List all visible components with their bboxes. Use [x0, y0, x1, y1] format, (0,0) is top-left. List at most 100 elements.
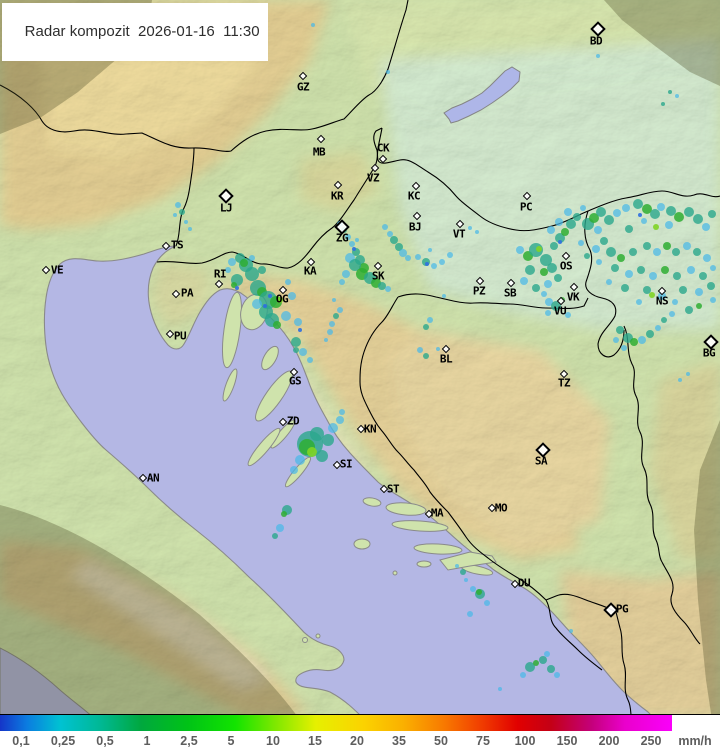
precip-echo — [545, 298, 553, 306]
precip-echo — [415, 254, 421, 260]
precip-echo — [525, 662, 535, 672]
precip-echo — [339, 409, 345, 415]
precip-echo — [231, 282, 237, 288]
precip-echo — [555, 233, 565, 243]
precip-echo — [547, 263, 557, 273]
precip-echo — [555, 218, 563, 226]
precip-echo — [569, 629, 573, 633]
precip-echo — [520, 277, 528, 285]
legend-label: 150 — [556, 734, 578, 748]
precip-echo — [316, 450, 328, 462]
precip-echo — [390, 236, 398, 244]
precip-echo — [617, 254, 625, 262]
precip-echo — [281, 511, 287, 517]
precip-echo — [268, 294, 272, 298]
precip-echo — [678, 378, 682, 382]
precip-echo — [666, 206, 676, 216]
precip-echo — [378, 282, 386, 290]
legend-label: 250 — [640, 734, 662, 748]
precip-echo — [629, 248, 637, 256]
precip-echo — [686, 372, 690, 376]
precip-echo — [561, 228, 569, 236]
precip-echo — [547, 665, 555, 673]
precip-echo — [665, 221, 673, 229]
precip-echo — [475, 230, 479, 234]
legend-label: 5 — [227, 734, 235, 748]
precip-echo — [525, 265, 535, 275]
precip-echo — [324, 338, 328, 342]
legend-labels: 0,1 0,25 0,5 1 2,5 5 10 15 20 35 50 75 100 150 200 250 m… — [0, 731, 720, 751]
precip-echo — [551, 301, 561, 311]
precip-echo — [295, 455, 305, 465]
precip-echo — [277, 297, 283, 303]
precip-echo — [541, 291, 547, 297]
precip-echo — [621, 345, 627, 351]
precip-echo — [439, 259, 445, 265]
precip-echo — [533, 660, 539, 666]
precip-echo — [669, 311, 675, 317]
legend-label: 0,25 — [50, 734, 76, 748]
legend-label: 15 — [308, 734, 322, 748]
precip-echo — [225, 267, 231, 273]
precip-echo — [646, 330, 654, 338]
precip-echo — [580, 205, 586, 211]
precip-echo — [470, 586, 476, 592]
precip-echo — [565, 312, 571, 318]
legend-bar-row — [0, 714, 720, 731]
precip-echo — [337, 307, 343, 313]
precip-echo — [322, 434, 334, 446]
precip-echo — [405, 255, 411, 261]
precip-echo — [298, 328, 302, 332]
echo-layer — [173, 23, 716, 691]
legend-gradient-bar — [0, 715, 672, 731]
precip-echo — [285, 279, 291, 285]
precip-echo — [637, 266, 645, 274]
lake-balaton — [443, 66, 521, 124]
precip-echo — [276, 524, 284, 532]
precip-echo — [650, 209, 660, 219]
page-title: Radar kompozit 2026-01-16 11:30 — [24, 23, 260, 40]
precip-echo — [558, 240, 562, 244]
legend-label: 35 — [392, 734, 406, 748]
precip-echo — [294, 318, 302, 326]
precip-echo — [657, 203, 665, 211]
precip-echo — [349, 241, 355, 247]
precip-echo — [240, 259, 248, 267]
precip-echo — [592, 245, 600, 253]
precip-echo — [566, 219, 576, 229]
precip-echo — [310, 427, 324, 441]
precip-echo — [342, 270, 350, 278]
precip-echo — [484, 600, 490, 606]
precip-echo — [273, 321, 281, 329]
precip-echo — [352, 247, 356, 251]
precip-echo — [539, 656, 547, 664]
precip-echo — [468, 226, 472, 230]
precip-echo — [332, 298, 336, 302]
precip-echo — [703, 254, 711, 262]
precip-echo — [596, 259, 602, 265]
precip-echo — [589, 213, 599, 223]
legend-label: 200 — [598, 734, 620, 748]
precip-echo — [613, 337, 619, 343]
precip-echo — [427, 317, 433, 323]
precip-echo — [693, 248, 701, 256]
precip-echo — [540, 268, 548, 276]
precip-echo — [696, 303, 702, 309]
precip-echo — [622, 204, 630, 212]
precip-echo — [661, 102, 665, 106]
precip-echo — [349, 259, 361, 271]
precip-echo — [258, 266, 266, 274]
precip-echo — [636, 299, 642, 305]
precip-echo — [638, 213, 642, 217]
precip-echo — [684, 207, 694, 217]
precip-echo — [710, 297, 716, 303]
precip-echo — [447, 252, 453, 258]
precip-echo — [341, 227, 347, 233]
precip-echo — [630, 338, 638, 346]
precip-echo — [336, 416, 344, 424]
precip-echo — [355, 238, 359, 242]
precip-echo — [467, 611, 473, 617]
precip-echo — [547, 226, 555, 234]
precip-echo — [633, 199, 643, 209]
precip-echo — [532, 284, 540, 292]
